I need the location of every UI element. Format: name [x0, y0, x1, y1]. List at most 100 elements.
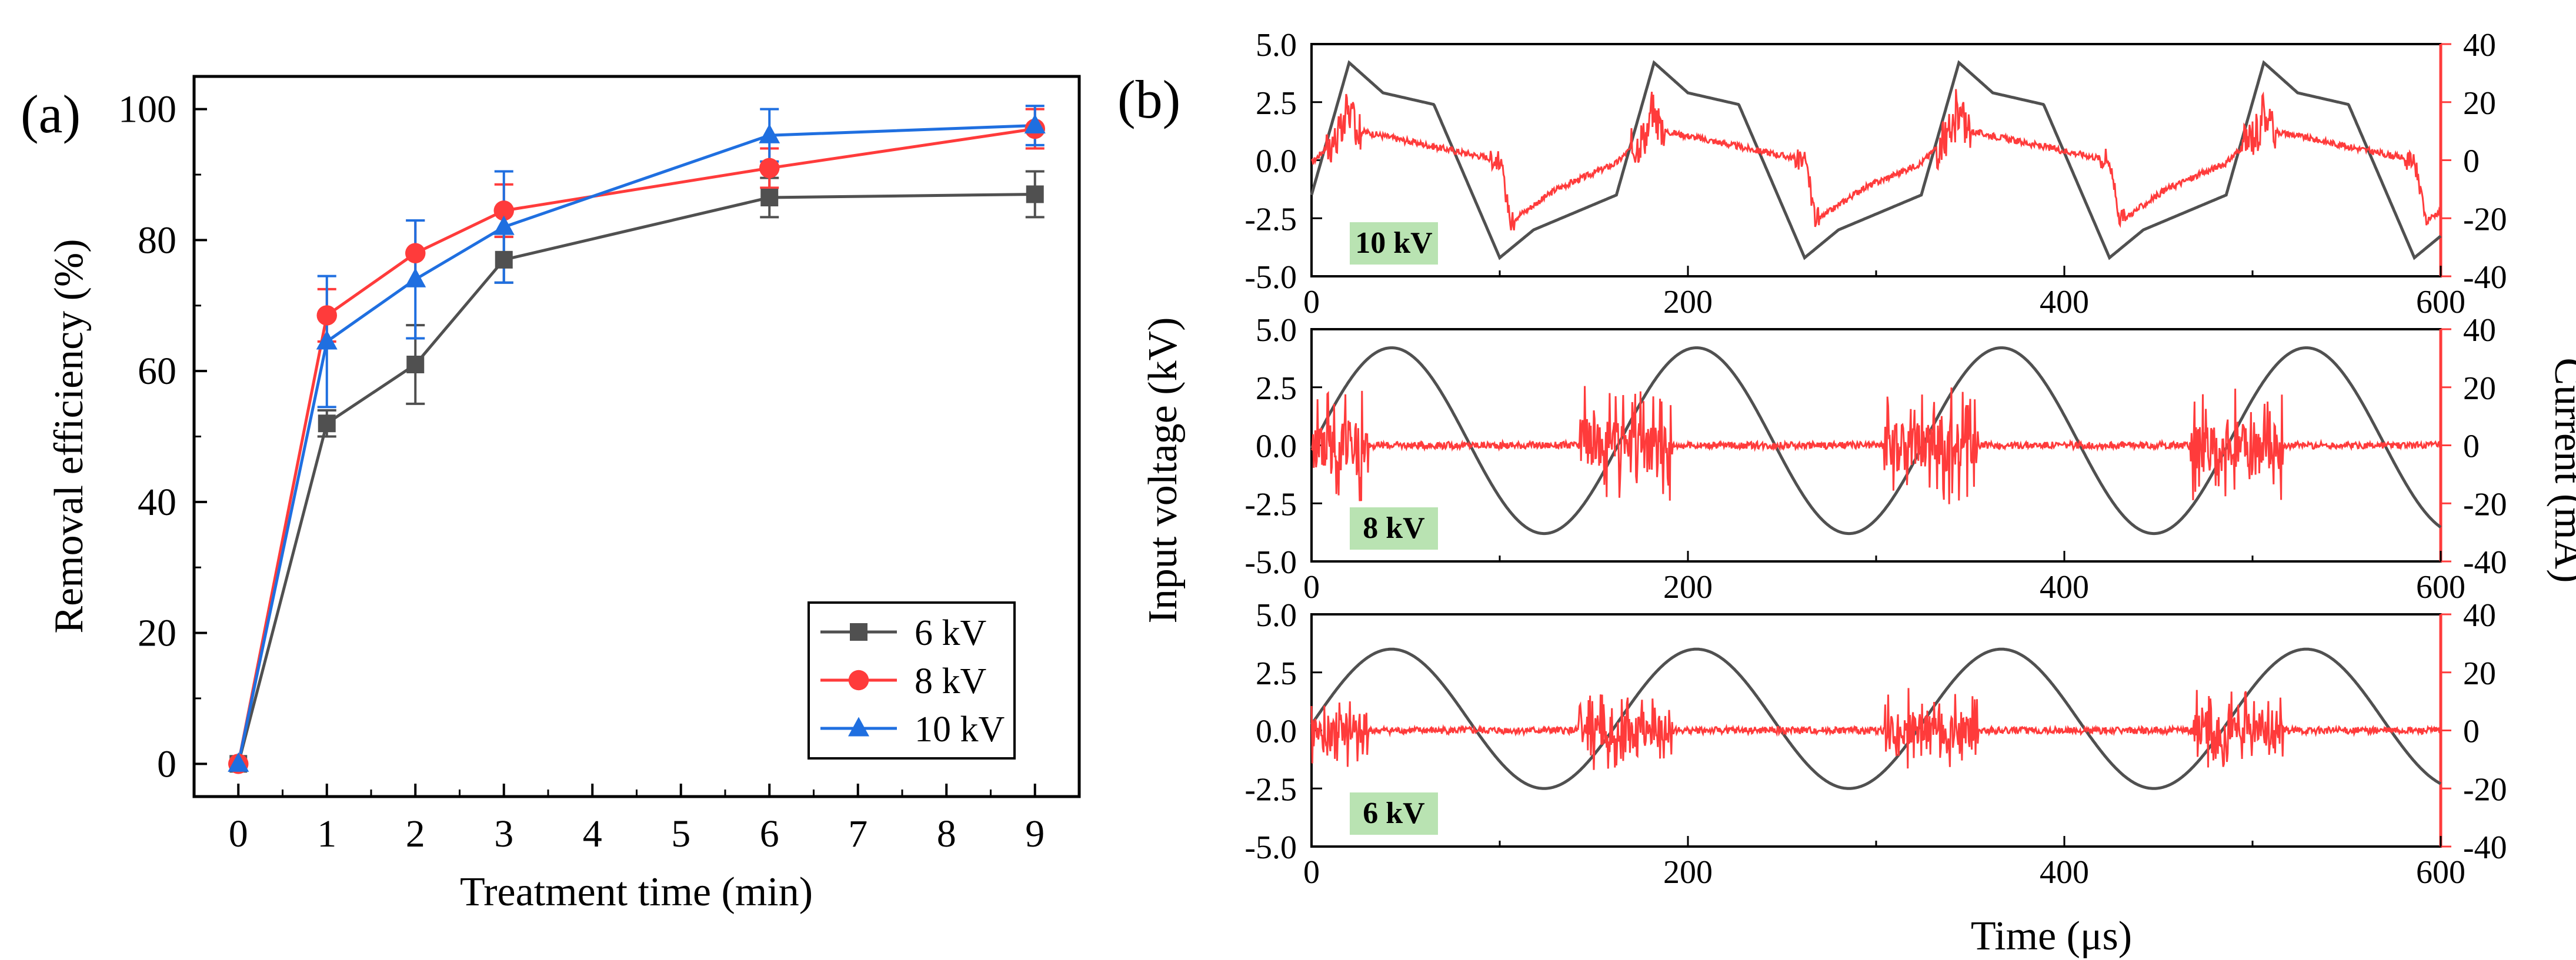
b-right-tick-label: 0: [2463, 714, 2480, 750]
b-left-tick-label: -5.0: [1244, 544, 1297, 581]
b-x-tick-label: 400: [2040, 854, 2089, 891]
data-point-10kv: [316, 330, 338, 350]
b-x-axis-label: Time (μs): [1971, 914, 2132, 959]
a-x-tick-label: 0: [229, 812, 248, 855]
b-left-tick-label: 5.0: [1256, 597, 1297, 634]
b-tag-label: 6 kV: [1363, 797, 1424, 830]
data-point-8kv: [493, 200, 514, 221]
b-right-tick-label: 20: [2463, 85, 2496, 122]
b-right-tick-label: -40: [2463, 829, 2507, 866]
b-x-tick-label: 0: [1303, 854, 1320, 891]
voltage-trace: [1310, 647, 2442, 790]
a-y-tick-label: 100: [118, 88, 176, 131]
a-x-axis-label: Treatment time (min): [460, 869, 813, 915]
legend-label-8kv: 8 kV: [915, 661, 987, 701]
a-x-tick-label: 1: [317, 812, 336, 855]
b-left-tick-label: 5.0: [1256, 312, 1297, 349]
a-x-tick-label: 5: [671, 812, 690, 855]
b-left-tick-label: 0.0: [1256, 143, 1297, 180]
a-y-tick-label: 0: [157, 742, 176, 785]
b-tag-label: 10 kV: [1355, 226, 1432, 260]
data-point-10kv: [493, 215, 515, 235]
b-x-tick-label: 400: [2040, 284, 2089, 320]
current-trace: [1310, 688, 2442, 770]
b-x-tick-label: 400: [2040, 569, 2089, 606]
legend-label-6kv: 6 kV: [915, 613, 987, 653]
a-series: [228, 105, 1046, 774]
b-left-axis-label: Input voltage (kV): [1140, 317, 1186, 624]
b-right-tick-label: -40: [2463, 544, 2507, 581]
data-point-8kv: [405, 243, 426, 263]
b-x-tick-label: 200: [1663, 284, 1713, 320]
b-right-axis-label: Current (mA): [2546, 358, 2576, 583]
b-tag-bg: [1350, 222, 1438, 265]
legend-label-10kv: 10 kV: [915, 710, 1005, 750]
b-left-tick-label: 2.5: [1256, 370, 1297, 407]
a-y-axis-label: Removal efficiency (%): [46, 239, 92, 633]
data-point-8kv: [759, 158, 780, 179]
a-x-tick-label: 9: [1025, 812, 1045, 855]
a-y-tick-label: 20: [138, 612, 176, 655]
voltage-trace: [1310, 346, 2442, 536]
b-left-tick-label: -5.0: [1244, 259, 1297, 296]
data-point-6kv: [760, 189, 779, 207]
a-y-tick-label: 80: [138, 219, 176, 262]
a-x-tick-label: 3: [494, 812, 513, 855]
b-left-tick-label: -2.5: [1244, 201, 1297, 238]
panel-b-label: (b): [1117, 69, 1180, 129]
b-x-tick-label: 0: [1303, 569, 1320, 606]
voltage-trace: [1310, 60, 2442, 260]
current-trace: [1310, 386, 2442, 504]
b-tag-bg: [1350, 792, 1438, 835]
b-left-tick-label: -5.0: [1244, 829, 1297, 866]
data-point-10kv: [759, 123, 780, 143]
b-left-tick-label: 2.5: [1256, 655, 1297, 692]
b-x-tick-label: 600: [2416, 569, 2465, 606]
b-right-tick-label: 20: [2463, 370, 2496, 407]
a-legend: 6 kV 8 kV 10 kV: [807, 601, 1016, 760]
a-x-ticks: 0 1 2 3 4 5 6 7 8 9: [229, 784, 1045, 855]
b-left-tick-label: 2.5: [1256, 85, 1297, 122]
data-point-6kv: [406, 356, 425, 373]
b-frame: [1310, 43, 2442, 277]
a-x-tick-label: 8: [937, 812, 956, 855]
data-point-8kv: [316, 305, 337, 326]
b-x-tick-label: 200: [1663, 854, 1713, 891]
b-right-tick-label: -20: [2463, 771, 2507, 808]
legend-marker-6kv: [850, 623, 867, 641]
a-x-tick-label: 4: [583, 812, 602, 855]
a-y-tick-label: 60: [138, 350, 176, 393]
a-y-tick-label: 40: [138, 481, 176, 524]
b-left-tick-label: -2.5: [1244, 486, 1297, 523]
b-right-tick-label: -40: [2463, 259, 2507, 296]
a-x-tick-label: 2: [406, 812, 425, 855]
b-x-tick-label: 600: [2416, 284, 2465, 320]
a-x-tick-label: 6: [760, 812, 779, 855]
b-x-tick-label: 0: [1303, 284, 1320, 320]
panel-a: (a) 0 1 2 3 4 5 6 7 8 9 0 20 40 60 80 100 Treatment ti…: [21, 75, 1081, 915]
a-y-ticks: 0 20 40 60 80 100: [118, 88, 207, 785]
b-right-tick-label: 20: [2463, 655, 2496, 692]
series-line-10kv: [236, 124, 1035, 764]
data-point-6kv: [1026, 185, 1044, 203]
legend-marker-10kv: [848, 717, 869, 737]
b-right-tick-label: 40: [2463, 597, 2496, 634]
legend-marker-8kv: [848, 670, 869, 691]
data-point-10kv: [228, 752, 249, 772]
series-line-6kv: [236, 192, 1035, 764]
b-tag-bg: [1350, 507, 1438, 550]
b-right-tick-label: -20: [2463, 201, 2507, 238]
data-point-6kv: [495, 250, 513, 269]
a-x-tick-label: 7: [848, 812, 867, 855]
b-x-tick-label: 200: [1663, 569, 1713, 606]
data-point-10kv: [405, 267, 426, 287]
b-right-tick-label: 40: [2463, 312, 2496, 349]
data-point-6kv: [318, 414, 336, 433]
b-right-tick-label: 0: [2463, 143, 2480, 180]
b-left-tick-label: -2.5: [1244, 771, 1297, 808]
b-right-tick-label: -20: [2463, 486, 2507, 523]
